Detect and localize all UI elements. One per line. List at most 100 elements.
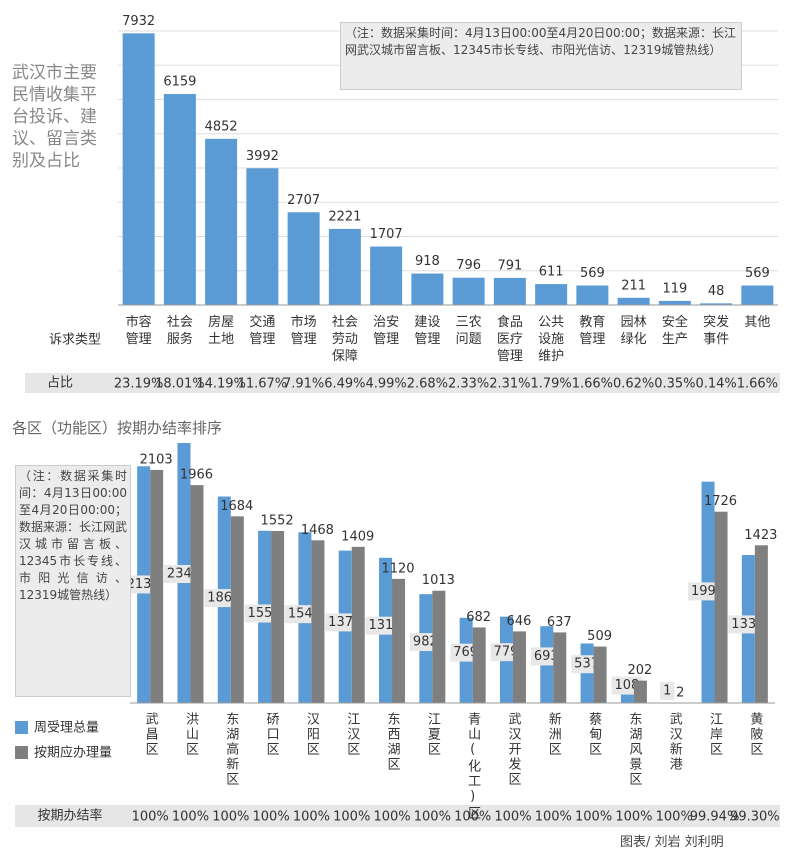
value-label: 2707 (287, 193, 320, 208)
rate-label: 100% (656, 810, 693, 825)
row-label: 占比 (47, 376, 73, 391)
value-label: 211 (621, 278, 646, 293)
bar (580, 643, 594, 703)
bar (754, 545, 768, 703)
bar (411, 273, 444, 305)
value-label: 637 (547, 615, 572, 630)
value-label: 569 (580, 266, 605, 281)
value-label: 4852 (205, 119, 238, 134)
x-tick-label: 江夏区 (425, 712, 441, 757)
x-tick-label: 武昌区 (143, 712, 159, 757)
bar (287, 212, 320, 305)
bar (351, 546, 365, 703)
rate-label: 100% (132, 810, 169, 825)
rate-label: 100% (615, 810, 652, 825)
share-label: 23.19% (114, 377, 164, 392)
value-label: 1120 (381, 561, 414, 576)
value-label: 1726 (704, 494, 737, 509)
x-tick-label: 青山(化工)区 (465, 712, 481, 821)
credit: 图表/ 刘岩 刘利明 (620, 835, 724, 850)
bar (432, 590, 446, 703)
bar (246, 168, 279, 305)
x-tick-label: 江岸区 (707, 712, 723, 757)
bar (271, 530, 285, 703)
share-label: 4.99% (365, 377, 406, 392)
share-label: 0.62% (613, 377, 654, 392)
x-tick-label: 房屋土地 (208, 314, 234, 347)
bar (617, 297, 650, 305)
value-label: 108 (614, 678, 639, 693)
note: （注：数据采集时间：4月13日00:00至4月20日00:00；数据来源：长江网… (340, 22, 742, 90)
x-tick-label: 市场管理 (291, 314, 317, 347)
value-label: 796 (456, 258, 481, 273)
x-tick-label: 汉阳区 (304, 712, 320, 757)
rate-label: 100% (333, 810, 370, 825)
value-label: 1707 (370, 227, 403, 242)
bar (452, 277, 485, 305)
value-label: 791 (497, 258, 522, 273)
value-label: 769 (453, 645, 478, 660)
bar (392, 578, 406, 703)
value-label: 1468 (301, 523, 334, 538)
rate-label: 100% (373, 810, 410, 825)
x-tick-label: 建设管理 (414, 315, 440, 347)
share-label: 7.91% (283, 377, 324, 392)
x-tick-label: 武汉开发区 (505, 712, 521, 787)
x-tick-label: 武汉新港 (667, 712, 683, 772)
rate-label: 100% (253, 810, 290, 825)
row-label: 按期办结率 (37, 808, 102, 824)
rate-label: 100% (172, 810, 209, 825)
x-tick-label: 市容管理 (126, 314, 152, 347)
x-tick-label: 东湖风景区 (626, 712, 642, 787)
rate-label: 100% (454, 810, 491, 825)
bar (714, 511, 728, 703)
value-label: 119 (662, 281, 687, 296)
value-label: 3992 (246, 149, 279, 164)
bar (512, 631, 526, 703)
legend-swatch (15, 721, 28, 734)
bar (163, 94, 196, 305)
rate-label: 99.30% (730, 810, 780, 825)
value-label: 2 (676, 685, 684, 700)
share-label: 2.33% (448, 377, 489, 392)
value-label: 1684 (220, 499, 253, 514)
x-tick-label: 三农问题 (456, 315, 482, 347)
share-label: 1.66% (737, 377, 778, 392)
legend-label: 按期应办理量 (34, 745, 112, 761)
share-label: 0.14% (695, 377, 736, 392)
bar (576, 285, 609, 305)
value-label: 1966 (180, 468, 213, 483)
x-tick-label: 治安管理 (373, 315, 399, 347)
bar (230, 516, 244, 703)
value-label: 779 (494, 645, 519, 660)
value-label: 7932 (122, 14, 155, 29)
value-label: 2221 (328, 209, 361, 224)
row-label: 诉求类型 (49, 333, 101, 348)
x-tick-label: 社会服务 (167, 314, 193, 347)
bar (370, 246, 403, 305)
bar (535, 284, 568, 305)
x-tick-label: 新洲区 (546, 711, 562, 757)
x-tick-label: 东西湖区 (385, 712, 401, 772)
chart-title: 武汉市主要民情收集平台投诉、建议、留言类别及占比 (12, 63, 97, 171)
x-tick-label: 东湖高新区 (223, 712, 239, 787)
value-label: 1423 (744, 528, 777, 543)
share-label: 14.19% (196, 377, 246, 392)
value-label: 569 (745, 266, 770, 281)
x-tick-label: 其他 (744, 315, 770, 330)
bar (190, 485, 204, 703)
share-label: 2.68% (407, 377, 448, 392)
value-label: 982 (413, 635, 438, 650)
share-label: 6.49% (324, 377, 365, 392)
share-label: 2.31% (489, 377, 530, 392)
bar (741, 285, 774, 305)
value-label: 2103 (140, 452, 173, 467)
value-label: 918 (415, 254, 440, 269)
note: （注：数据采集时间：4月13日00:00至4月20日00:00；数据来源：长江网… (15, 465, 131, 697)
x-tick-label: 安全生产 (662, 314, 688, 347)
value-label-bg (660, 681, 675, 700)
value-label: 48 (708, 284, 725, 299)
value-label: 1409 (341, 529, 374, 544)
x-tick-label: 江汉区 (344, 712, 360, 757)
